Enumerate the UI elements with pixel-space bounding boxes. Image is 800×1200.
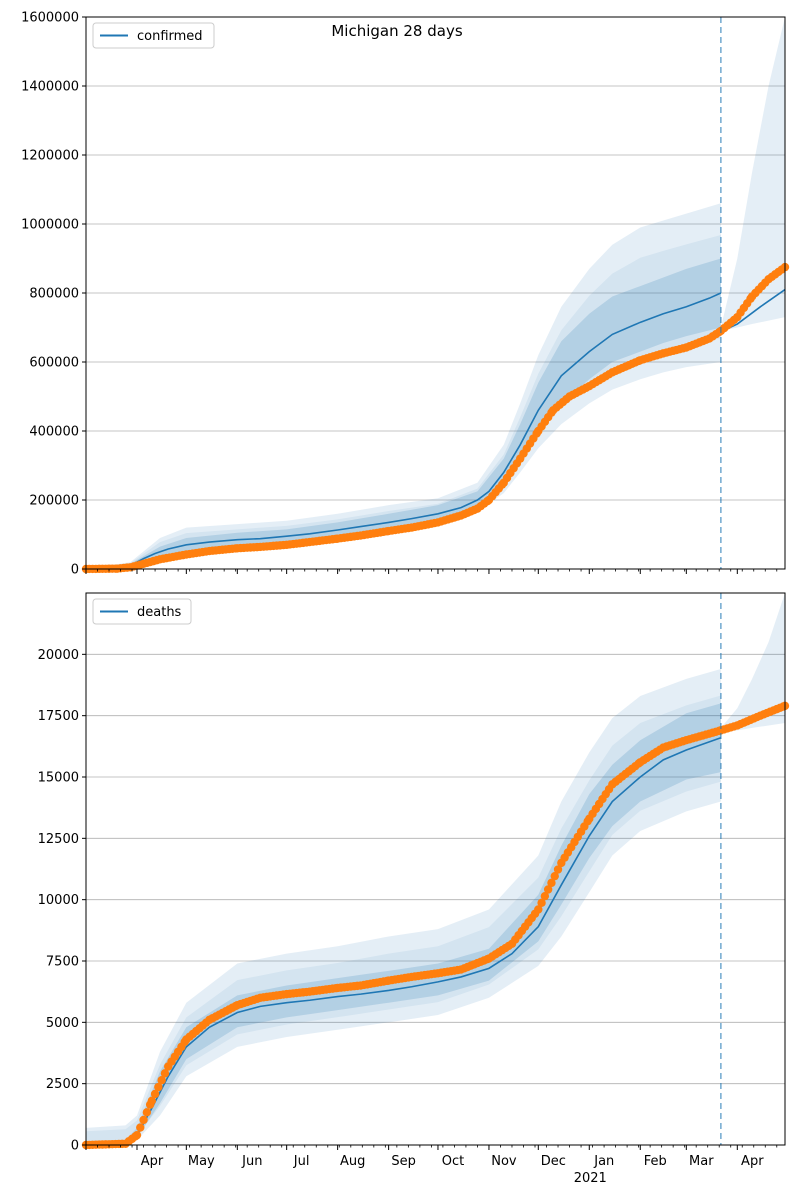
y-tick-label: 1200000: [21, 149, 79, 164]
series-line-model-median: [85, 292, 722, 570]
legend: confirmed: [92, 22, 215, 49]
band-forecast: [720, 593, 785, 733]
observed-point: [537, 898, 546, 908]
y-tick-label: 600000: [29, 356, 79, 371]
y-axis-ticks: 0 200000 400000 600000 800000 1000000 1200000 1…: [21, 11, 86, 578]
x-tick-label: Dec: [541, 1154, 566, 1169]
legend-label-confirmed: confirmed: [137, 29, 203, 44]
x-tick-label: Mar: [689, 1154, 714, 1169]
legend-label-deaths: deaths: [137, 605, 182, 620]
x-tick-label: Jan: [593, 1154, 614, 1169]
x-tick-label: Oct: [442, 1154, 464, 1169]
x-tick-label: Aug: [340, 1154, 365, 1169]
observed-point: [540, 891, 550, 901]
observed-point: [157, 1076, 166, 1085]
observed-point: [160, 1069, 170, 1078]
plot-frame: [85, 16, 786, 570]
observed-point: [147, 1096, 156, 1106]
x-tick-label: May: [188, 1154, 215, 1169]
y-tick-label: 1600000: [21, 11, 79, 26]
y-tick-label: 1000000: [21, 218, 79, 233]
band-middle: [86, 235, 721, 570]
observed-point: [142, 1108, 152, 1117]
x-tick-label: Sep: [391, 1154, 416, 1169]
band-forecast: [720, 17, 785, 331]
observed-point: [550, 871, 559, 881]
observed-point: [543, 885, 553, 894]
x-year-label: 2021: [574, 1171, 607, 1186]
observed-point: [547, 878, 556, 888]
plot-frame: [85, 592, 786, 1146]
legend-box: [92, 22, 215, 49]
observed-points: [81, 262, 790, 574]
series-line-model-median: [85, 736, 722, 1146]
y-axis-ticks: 0 2500 5000 7500 10000 12500 15000 17500 20000: [38, 648, 86, 1154]
confirmed-panel: 0 200000 400000 600000 800000 1000000 1200000 1…: [21, 11, 790, 578]
legend: deaths: [92, 598, 192, 625]
x-axis-ticks: Apr May Jun Jul Aug Sep Oct Nov Dec Jan Feb Mar Apr: [85, 1145, 778, 1169]
y-tick-label: 400000: [29, 425, 79, 440]
observed-point: [132, 1130, 142, 1140]
x-tick-label: Nov: [491, 1154, 517, 1169]
observed-point: [150, 1089, 160, 1099]
y-tick-label: 20000: [38, 648, 79, 663]
band-middle: [86, 695, 721, 1143]
band-inner: [86, 258, 721, 569]
y-tick-label: 12500: [38, 832, 79, 847]
y-tick-label: 0: [71, 1139, 79, 1154]
y-tick-label: 0: [71, 563, 79, 578]
y-tick-label: 2500: [46, 1077, 79, 1092]
observed-point: [154, 1082, 163, 1092]
deaths-panel: 0 2500 5000 7500 10000 12500 15000 17500 20000 A…: [38, 592, 790, 1186]
observed-points: [81, 701, 790, 1150]
y-tick-label: 200000: [29, 494, 79, 509]
x-tick-label: Jul: [293, 1154, 310, 1169]
y-tick-label: 17500: [38, 709, 79, 724]
x-tick-label: Jun: [241, 1154, 262, 1169]
y-tick-label: 5000: [46, 1016, 79, 1031]
y-tick-label: 7500: [46, 955, 79, 970]
chart-title: Michigan 28 days: [331, 22, 462, 40]
observed-point: [139, 1115, 148, 1125]
y-tick-label: 10000: [38, 893, 79, 908]
y-tick-label: 800000: [29, 287, 79, 302]
observed-point: [136, 1123, 145, 1132]
x-tick-label: Feb: [644, 1154, 667, 1169]
x-tick-label: Apr: [741, 1154, 764, 1169]
observed-point: [534, 905, 543, 914]
legend-box: [92, 598, 192, 625]
x-tick-label: Apr: [141, 1154, 164, 1169]
y-tick-label: 1400000: [21, 80, 79, 95]
band-outer: [86, 669, 721, 1145]
y-tick-label: 15000: [38, 771, 79, 786]
observed-point: [553, 865, 563, 874]
